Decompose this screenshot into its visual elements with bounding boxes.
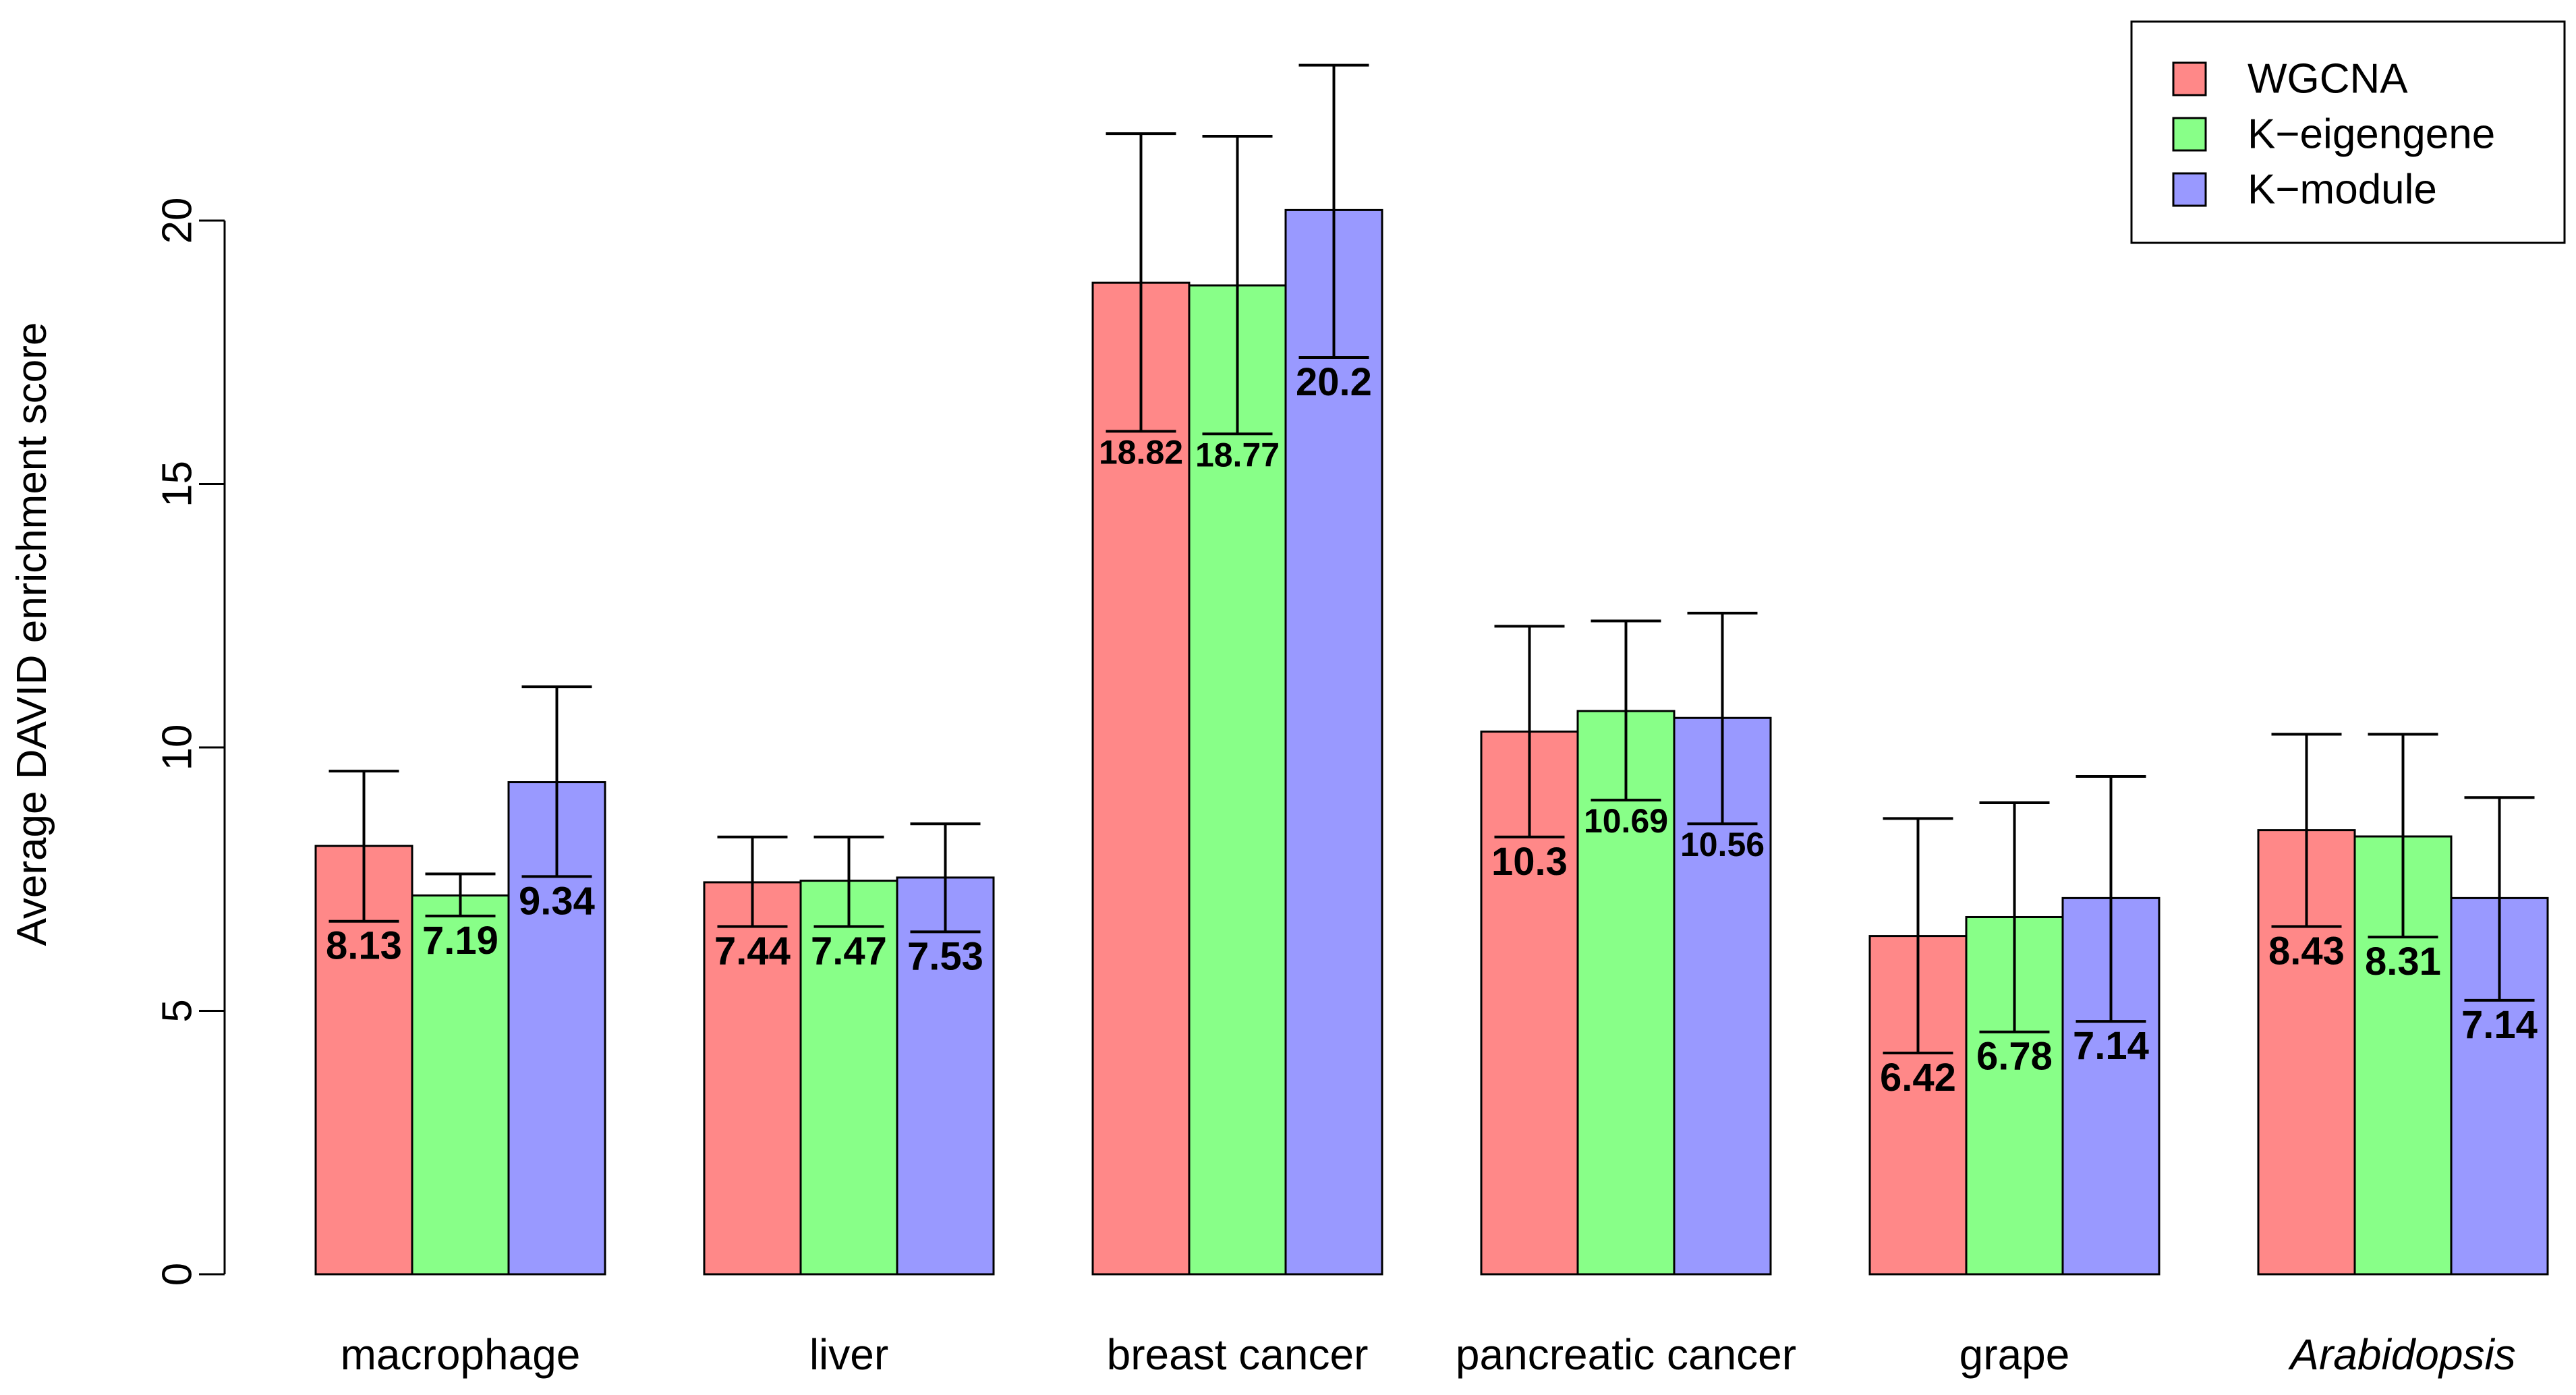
bar xyxy=(896,876,995,1276)
error-bars xyxy=(328,63,2535,1054)
value-label: 10.3 xyxy=(1491,840,1568,884)
value-label: 18.77 xyxy=(1195,436,1280,474)
y-axis: 0 5 10 15 20 xyxy=(154,198,226,1286)
bar xyxy=(799,880,898,1276)
y-tick-label: 0 xyxy=(154,1263,201,1286)
category-label: breast cancer xyxy=(1107,1330,1369,1379)
legend-swatch xyxy=(2172,61,2207,96)
category-label: Arabidopsis xyxy=(2287,1330,2515,1379)
value-label: 7.19 xyxy=(422,919,498,963)
value-label: 7.14 xyxy=(2461,1003,2538,1047)
value-label: 10.56 xyxy=(1680,826,1765,863)
value-label: 8.31 xyxy=(2365,940,2441,984)
legend-label: WGCNA xyxy=(2248,56,2408,103)
legend-label: K−eigengene xyxy=(2248,111,2495,158)
y-tick-label: 20 xyxy=(154,198,201,244)
category-label: liver xyxy=(809,1330,888,1379)
bar xyxy=(1284,208,1383,1276)
bar-groups xyxy=(314,208,2549,1276)
value-label: 20.2 xyxy=(1296,360,1372,404)
y-tick-label: 15 xyxy=(154,461,201,507)
value-label: 6.78 xyxy=(1976,1035,2053,1079)
value-labels: 8.13 7.19 9.34 7.44 7.47 7.53 18.82 18.77 20.2 10… xyxy=(326,360,2538,1100)
value-label: 7.53 xyxy=(907,934,983,978)
value-label: 7.44 xyxy=(714,930,791,973)
value-label: 10.69 xyxy=(1584,802,1668,840)
value-label: 8.43 xyxy=(2268,930,2345,973)
y-axis-title: Average DAVID enrichment score xyxy=(9,322,55,946)
category-label: macrophage xyxy=(341,1330,581,1379)
bar xyxy=(1188,284,1287,1276)
legend-swatch xyxy=(2172,117,2207,152)
value-label: 8.13 xyxy=(326,924,402,968)
y-tick-label: 10 xyxy=(154,724,201,771)
value-label: 6.42 xyxy=(1880,1056,1956,1100)
legend-swatch xyxy=(2172,172,2207,207)
y-tick-label: 5 xyxy=(154,999,201,1022)
bar xyxy=(1576,710,1676,1276)
category-label: pancreatic cancer xyxy=(1456,1330,1796,1379)
legend: WGCNA K−eigengene K−module xyxy=(2130,20,2566,244)
legend-label: K−module xyxy=(2248,167,2437,213)
value-label: 7.14 xyxy=(2073,1024,2149,1068)
value-label: 9.34 xyxy=(519,879,595,923)
category-label: grape xyxy=(1959,1330,2070,1379)
category-labels: macrophage liver breast cancer pancreatic c… xyxy=(341,1330,2516,1379)
bar xyxy=(1091,281,1191,1276)
value-label: 7.47 xyxy=(811,930,887,973)
value-label: 18.82 xyxy=(1099,433,1183,471)
